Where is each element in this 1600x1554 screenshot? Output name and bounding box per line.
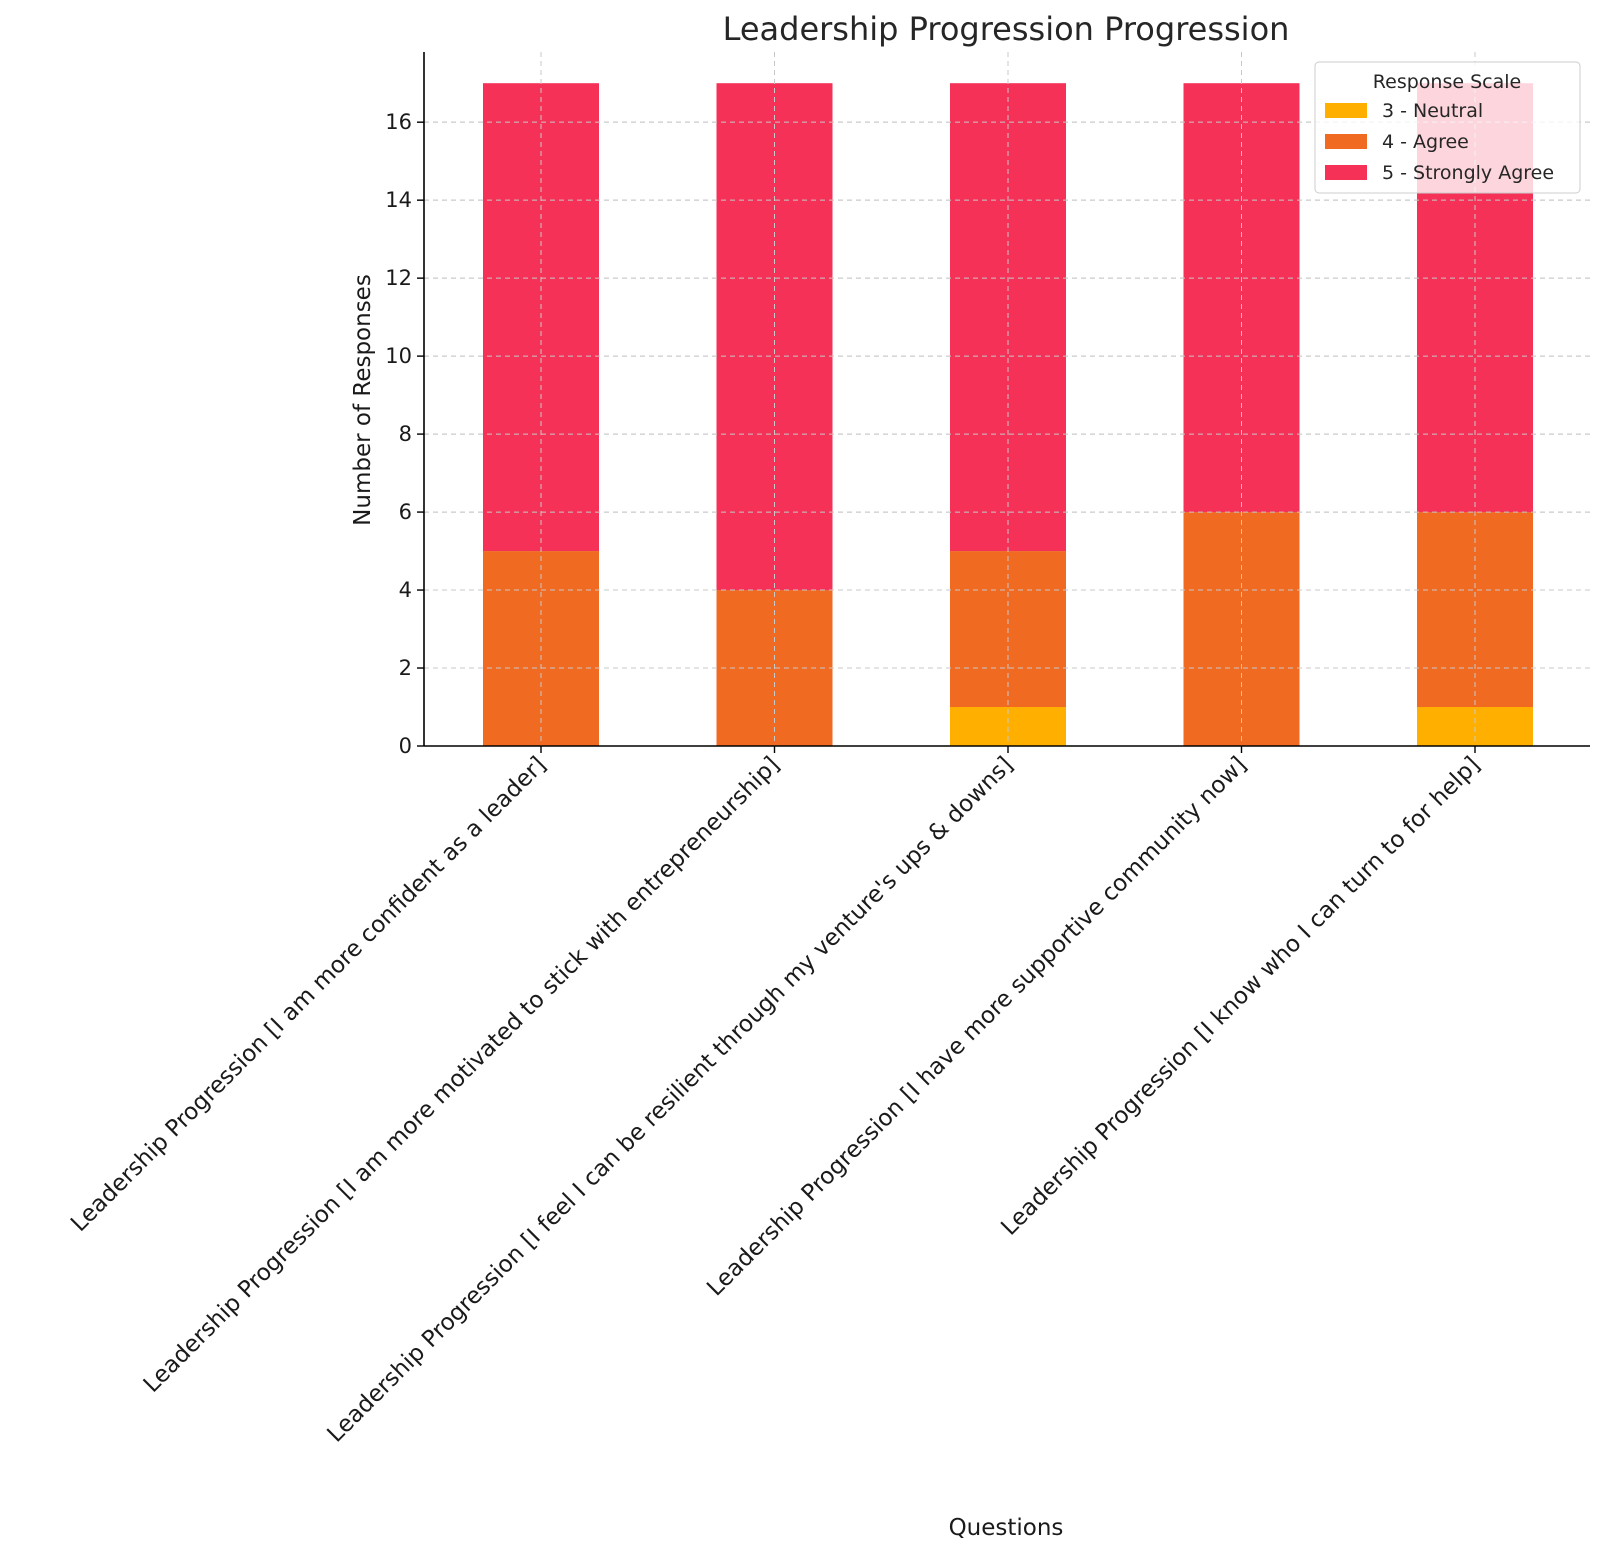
category-label: Leadership Progression [I know who I can… — [996, 752, 1485, 1241]
chart-title: Leadership Progression Progression — [723, 10, 1290, 48]
legend-label: 3 - Neutral — [1382, 100, 1483, 122]
category-labels: Leadership Progression [I am more confid… — [66, 752, 1485, 1448]
category-label: Leadership Progression [I have more supp… — [702, 752, 1252, 1302]
legend-items: 3 - Neutral 4 - Agree 5 - Strongly Agree — [1325, 100, 1554, 184]
legend-frame — [1314, 61, 1581, 194]
bars-layer — [424, 52, 1590, 747]
y-tick-label: 8 — [399, 422, 412, 446]
legend-swatch — [1325, 134, 1367, 149]
legend-title: Response Scale — [1373, 71, 1521, 93]
legend-label: 4 - Agree — [1382, 131, 1469, 153]
y-tick-label: 16 — [385, 110, 412, 134]
y-tick-label: 0 — [399, 734, 412, 758]
y-tick-label: 2 — [399, 656, 412, 680]
y-tick-label: 4 — [399, 578, 412, 602]
legend: Response Scale 3 - Neutral 4 - Agree 5 - S… — [1314, 61, 1581, 194]
category-label: Leadership Progression [I am more confid… — [66, 752, 551, 1237]
x-axis-title: Questions — [949, 1515, 1064, 1541]
ticks-layer: 0 2 4 6 8 10 12 14 16 — [385, 110, 1476, 758]
y-tick-label: 6 — [399, 500, 412, 524]
y-tick-label: 14 — [385, 188, 412, 212]
y-tick-label: 10 — [385, 344, 412, 368]
axes-layer — [423, 52, 1590, 747]
legend-swatch — [1325, 103, 1367, 118]
y-tick-label: 12 — [385, 266, 412, 290]
y-axis-title: Number of Responses — [350, 274, 376, 526]
legend-swatch — [1325, 165, 1367, 180]
legend-label: 5 - Strongly Agree — [1382, 162, 1554, 184]
